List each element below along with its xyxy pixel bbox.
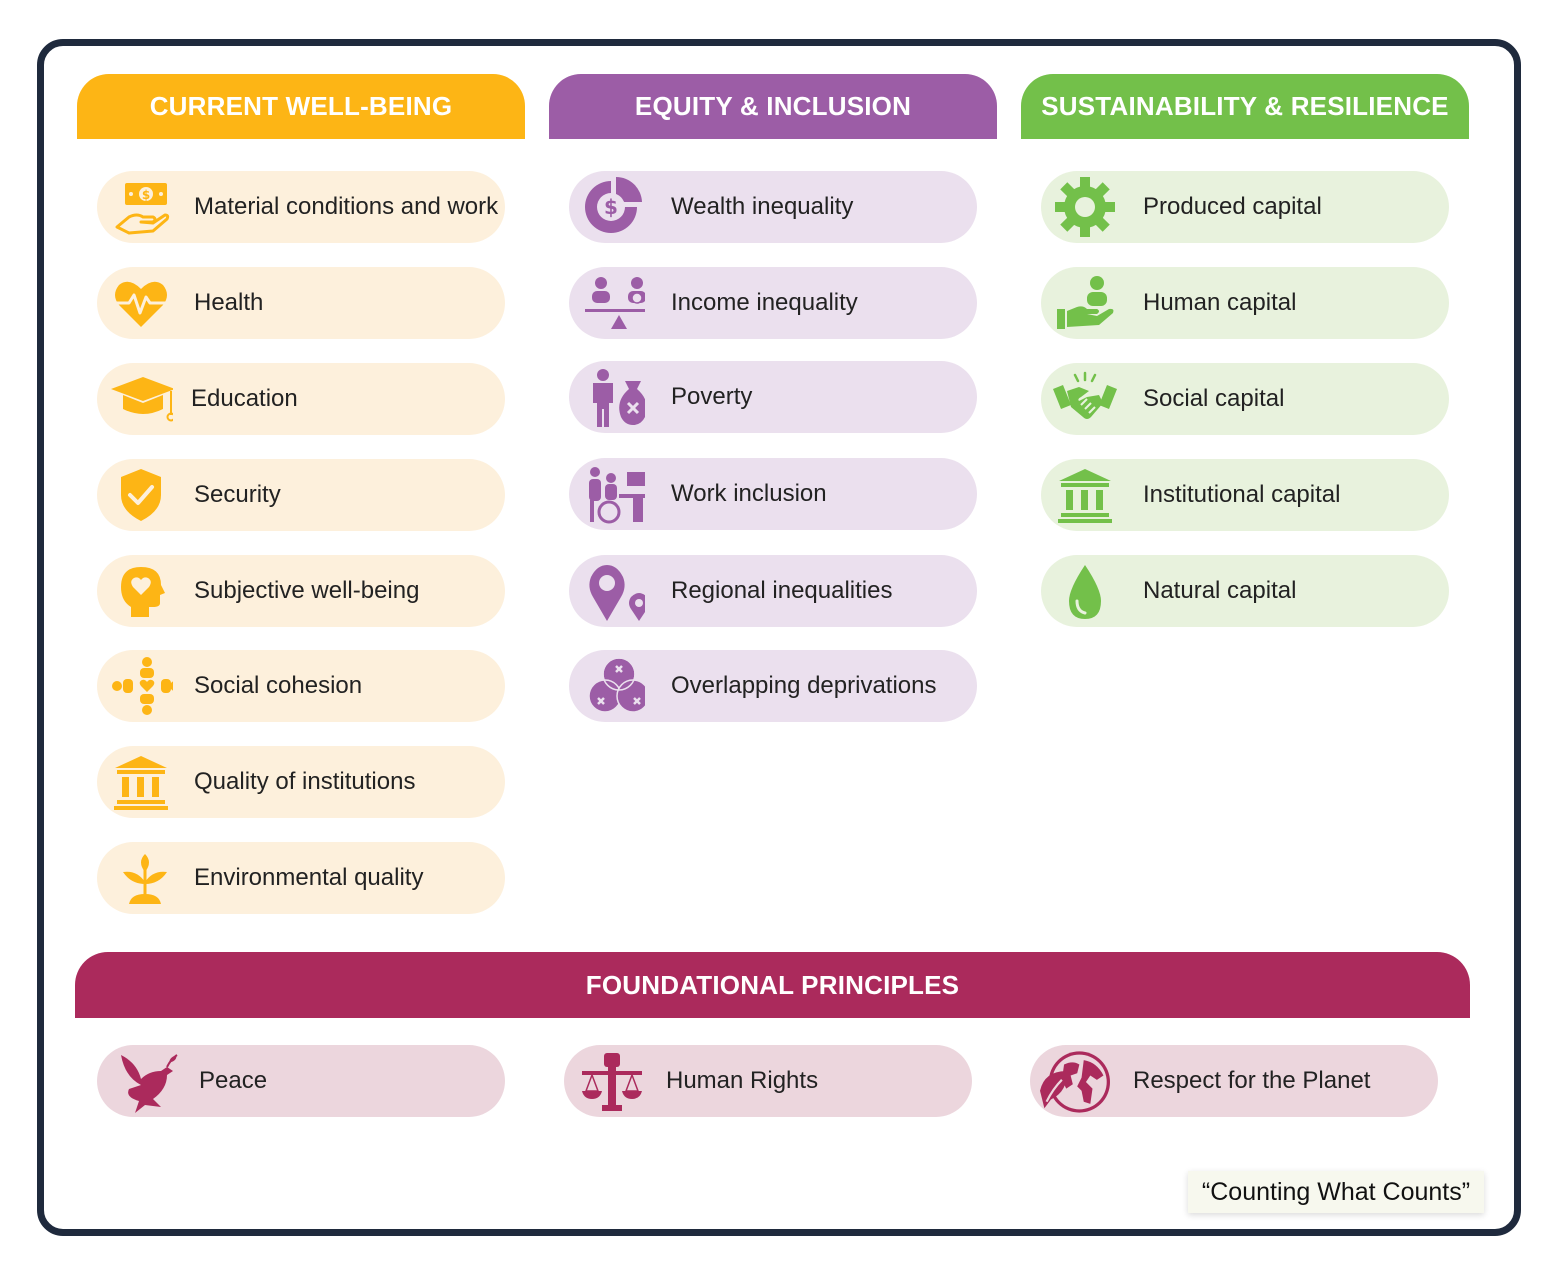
- item-regional-inequalities: Regional inequalities: [569, 555, 977, 627]
- item-social-cohesion: Social cohesion: [97, 650, 505, 722]
- head-heart-icon: [121, 567, 165, 617]
- item-label: Human Rights: [666, 1067, 819, 1094]
- svg-text:$: $: [604, 195, 618, 219]
- item-label: Social capital: [1143, 385, 1285, 412]
- money-hand-icon: $: [115, 183, 170, 235]
- item-work-inclusion: Work inclusion: [569, 458, 977, 530]
- item-produced-capital: Produced capital: [1041, 171, 1449, 243]
- item-label: Quality of institutions: [194, 768, 416, 795]
- item-label: Natural capital: [1143, 577, 1297, 604]
- handshake-icon: [1053, 371, 1117, 419]
- wheelchair-desk-icon: [589, 467, 645, 524]
- graduation-cap-icon: [111, 377, 173, 422]
- item-label: Material conditions and work: [194, 193, 499, 220]
- item-label: Institutional capital: [1143, 481, 1341, 508]
- item-subjective-well-being: Subjective well-being: [97, 555, 505, 627]
- header-equity-inclusion: EQUITY & INCLUSION: [549, 74, 997, 139]
- item-label: Health: [194, 289, 264, 316]
- item-human-rights: Human Rights: [564, 1045, 972, 1117]
- svg-text:$: $: [142, 188, 150, 202]
- item-label: Security: [194, 481, 281, 508]
- heart-pulse-icon: [115, 281, 167, 327]
- item-health: Health: [97, 267, 505, 339]
- item-label: Income inequality: [671, 289, 858, 316]
- item-label: Overlapping deprivations: [671, 672, 937, 699]
- people-circle-icon: [112, 657, 173, 715]
- water-drop-icon: [1069, 565, 1101, 619]
- item-overlapping-deprivations: Overlapping deprivations: [569, 650, 977, 722]
- item-label: Poverty: [671, 383, 753, 410]
- item-label: Regional inequalities: [671, 577, 893, 604]
- item-wealth-inequality: $ Wealth inequality: [569, 171, 977, 243]
- globe-leaf-icon: [1040, 1051, 1110, 1113]
- pie-dollar-icon: $: [585, 177, 642, 233]
- dove-icon: [121, 1054, 178, 1113]
- item-social-capital: Social capital: [1041, 363, 1449, 435]
- item-education: Education: [97, 363, 505, 435]
- item-label: Peace: [199, 1067, 268, 1094]
- tagline-quote: “Counting What Counts”: [1188, 1171, 1484, 1213]
- item-quality-of-institutions: Quality of institutions: [97, 746, 505, 818]
- item-label: Work inclusion: [671, 480, 827, 507]
- fist-scales-icon: [582, 1053, 642, 1111]
- header-current-well-being: CURRENT WELL-BEING: [77, 74, 525, 139]
- institution-icon: [114, 756, 168, 810]
- item-label: Respect for the Planet: [1133, 1067, 1371, 1094]
- balance-people-icon: [585, 277, 645, 329]
- header-foundational-principles: FOUNDATIONAL PRINCIPLES: [75, 952, 1470, 1018]
- header-sustainability-resilience: SUSTAINABILITY & RESILIENCE: [1021, 74, 1469, 139]
- item-income-inequality: Income inequality: [569, 267, 977, 339]
- item-label: Produced capital: [1143, 193, 1322, 220]
- item-peace: Peace: [97, 1045, 505, 1117]
- item-environmental-quality: Environmental quality: [97, 842, 505, 914]
- item-security: Security: [97, 459, 505, 531]
- item-natural-capital: Natural capital: [1041, 555, 1449, 627]
- institution-icon: [1058, 469, 1112, 523]
- item-institutional-capital: Institutional capital: [1041, 459, 1449, 531]
- item-human-capital: Human capital: [1041, 267, 1449, 339]
- person-empty-bag-icon: [593, 369, 645, 427]
- item-label: Education: [191, 385, 298, 412]
- hand-person-icon: [1057, 276, 1114, 329]
- map-pins-icon: [589, 565, 645, 621]
- item-label: Wealth inequality: [671, 193, 854, 220]
- item-respect-for-the-planet: Respect for the Planet: [1030, 1045, 1438, 1117]
- shield-check-icon: [121, 469, 161, 521]
- gear-icon: [1055, 177, 1115, 237]
- item-poverty: Poverty: [569, 361, 977, 433]
- item-label: Subjective well-being: [194, 577, 420, 604]
- item-label: Environmental quality: [194, 864, 424, 891]
- plant-icon: [123, 854, 167, 904]
- venn-icon: [588, 657, 645, 713]
- item-label: Human capital: [1143, 289, 1297, 316]
- item-material-conditions: $ Material conditions and work: [97, 171, 505, 243]
- item-label: Social cohesion: [194, 672, 363, 699]
